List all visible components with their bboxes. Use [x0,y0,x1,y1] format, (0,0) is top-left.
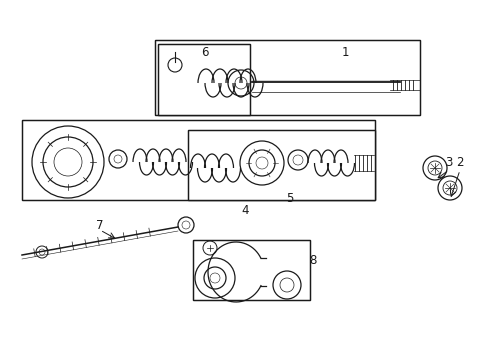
Text: 7: 7 [96,219,103,231]
Text: 5: 5 [286,192,293,204]
Text: 1: 1 [341,45,348,59]
Polygon shape [158,44,249,115]
Text: 6: 6 [201,45,208,59]
Polygon shape [187,130,374,200]
Polygon shape [155,40,419,115]
Polygon shape [193,240,309,300]
Text: 2: 2 [455,156,463,168]
Text: 4: 4 [241,203,248,216]
Text: 8: 8 [309,253,316,266]
Polygon shape [22,120,374,200]
Text: 3: 3 [445,156,452,168]
